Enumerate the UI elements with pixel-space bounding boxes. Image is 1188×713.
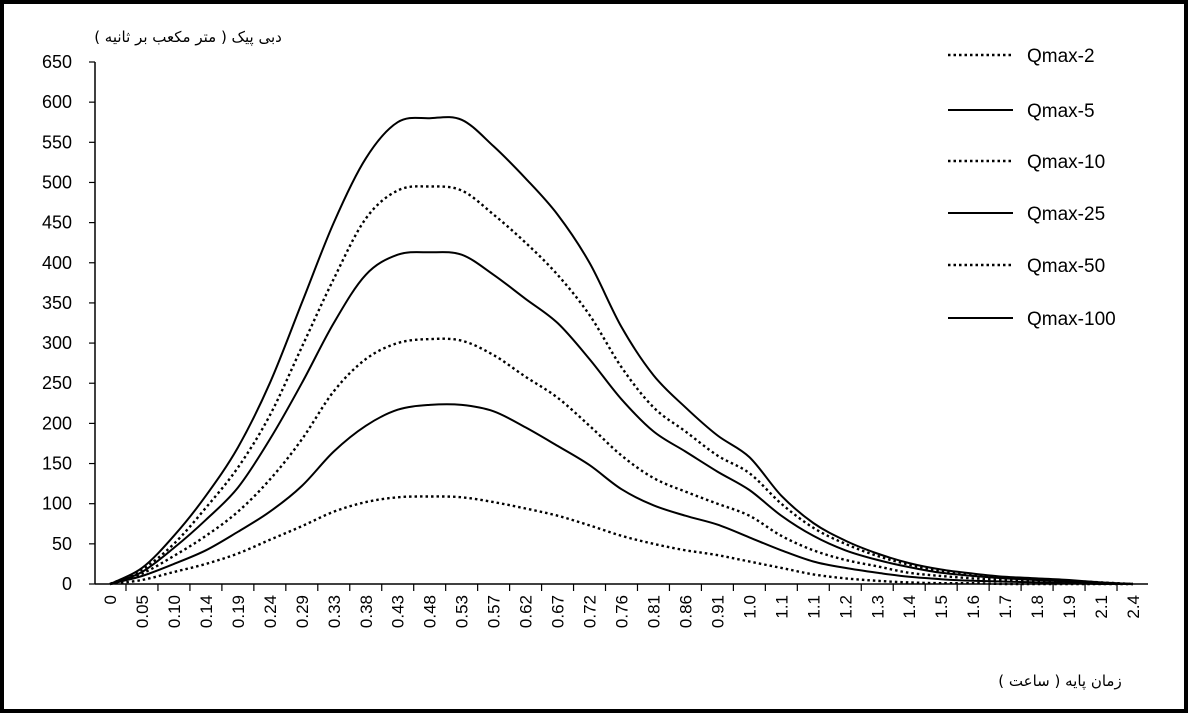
series-line-qmax-5 [109, 403, 1134, 586]
x-tick-label: 0.86 [676, 595, 695, 628]
x-tick-label: 0.29 [293, 595, 312, 628]
y-tick-label: 450 [42, 213, 72, 233]
x-tick-label: 1.2 [836, 595, 855, 619]
y-tick-label: 200 [42, 413, 72, 433]
series-line-qmax-50 [109, 185, 1134, 586]
x-tick-label: 1.8 [1028, 595, 1047, 619]
x-tick-label: 1.5 [932, 595, 951, 619]
legend-label: Qmax-25 [1027, 204, 1105, 225]
legend-label: Qmax-100 [1027, 309, 1116, 330]
legend-label: Qmax-2 [1027, 46, 1095, 67]
x-tick-label: 0.43 [389, 595, 408, 628]
x-tick-label: 0.81 [644, 595, 663, 628]
x-tick-label: 0.14 [197, 595, 216, 628]
y-tick-label: 400 [42, 253, 72, 273]
x-tick-label: 0.67 [549, 595, 568, 628]
x-ticks: 0 0.05 0.10 0.14 0.19 0.24 0.29 0.33 0.38 0.43 0.4… [101, 584, 1143, 628]
x-tick-label: 1.7 [996, 595, 1015, 619]
legend: Qmax-2 Qmax-5 Qmax-10 Qmax-25 Qmax-50 Qmax-10… [948, 46, 1116, 330]
y-axis-label: دبی پیک ( متر مکعب بر ثانیه ) [94, 28, 282, 47]
series-line-qmax-100 [109, 116, 1134, 585]
x-tick-label: 0.10 [165, 595, 184, 628]
x-tick-label: 1.6 [964, 595, 983, 619]
series-line-qmax-10 [109, 337, 1134, 586]
x-tick-label: 0.48 [421, 595, 440, 628]
x-tick-label: 0.05 [133, 595, 152, 628]
y-tick-label: 500 [42, 172, 72, 192]
y-tick-label: 0 [62, 574, 72, 594]
series-line-qmax-2 [109, 495, 1133, 586]
y-tick-label: 100 [42, 494, 72, 514]
series-lines [109, 116, 1134, 586]
legend-label: Qmax-50 [1027, 256, 1105, 277]
x-tick-label: 0.38 [357, 595, 376, 628]
x-tick-label: 1.1 [804, 595, 823, 619]
legend-label: Qmax-5 [1027, 101, 1095, 122]
y-tick-label: 650 [42, 52, 72, 72]
y-tick-label: 550 [42, 132, 72, 152]
x-tick-label: 0.72 [581, 595, 600, 628]
x-tick-label: 0.33 [325, 595, 344, 628]
x-axis-label: زمان پایه ( ساعت ) [998, 672, 1121, 691]
x-tick-label: 0.76 [613, 595, 632, 628]
x-tick-label: 1.1 [772, 595, 791, 619]
x-tick-label: 0.91 [708, 595, 727, 628]
x-tick-label: 0.62 [517, 595, 536, 628]
x-tick-label: 1.9 [1060, 595, 1079, 619]
x-tick-label: 1.4 [900, 595, 919, 619]
y-tick-label: 300 [42, 333, 72, 353]
y-tick-label: 150 [42, 454, 72, 474]
y-tick-label: 250 [42, 373, 72, 393]
x-tick-label: 1.0 [740, 595, 759, 619]
x-tick-label: 2.1 [1092, 595, 1111, 619]
series-line-qmax-25 [109, 251, 1134, 585]
x-tick-label: 0.19 [229, 595, 248, 628]
y-tick-label: 350 [42, 293, 72, 313]
y-ticks: 0 50 100 150 200 250 300 350 400 450 500 550 600 650 [42, 52, 95, 594]
x-tick-label: 0.57 [485, 595, 504, 628]
x-tick-label: 1.3 [868, 595, 887, 619]
legend-label: Qmax-10 [1027, 152, 1105, 173]
x-tick-label: 2.4 [1124, 595, 1143, 619]
y-tick-label: 600 [42, 92, 72, 112]
x-tick-label: 0 [101, 595, 120, 604]
x-tick-label: 0.53 [453, 595, 472, 628]
x-tick-label: 0.24 [261, 595, 280, 628]
y-tick-label: 50 [52, 534, 72, 554]
